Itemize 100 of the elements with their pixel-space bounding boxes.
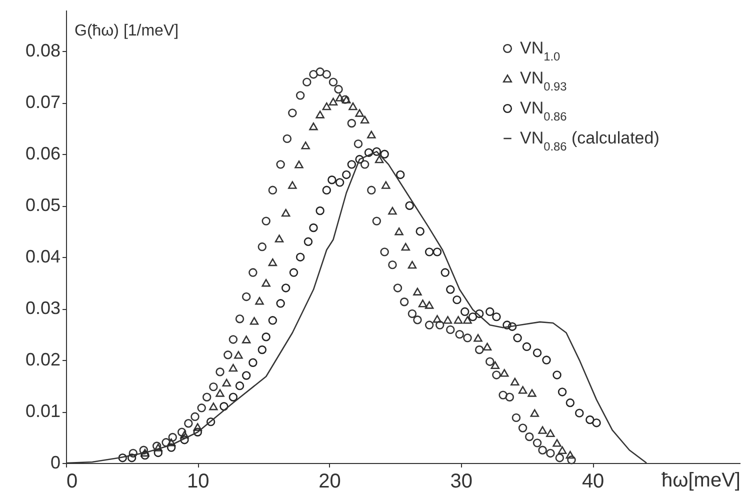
- point: [197, 404, 206, 412]
- y-tick-label: 0.02: [25, 350, 60, 370]
- point: [184, 419, 193, 428]
- point: [190, 412, 200, 422]
- point: [446, 285, 455, 294]
- point: [490, 361, 500, 370]
- point: [566, 398, 575, 408]
- point: [532, 348, 542, 358]
- point: [309, 122, 318, 130]
- point: [258, 345, 267, 354]
- point: [522, 342, 532, 352]
- point: [228, 335, 238, 344]
- point: [382, 181, 390, 189]
- point: [408, 260, 417, 269]
- point: [180, 430, 189, 439]
- point: [355, 154, 364, 164]
- point: [416, 227, 424, 236]
- point: [301, 142, 310, 150]
- point: [575, 408, 584, 418]
- point: [510, 378, 520, 386]
- point: [512, 413, 521, 422]
- point: [216, 389, 224, 397]
- point: [281, 208, 290, 217]
- point: [209, 402, 218, 410]
- legend-label: VN$_{0.86}$ (calculated): [520, 128, 660, 154]
- point: [538, 426, 547, 434]
- point: [139, 446, 148, 454]
- point: [440, 268, 450, 277]
- point: [262, 278, 270, 287]
- point: [206, 417, 216, 426]
- point: [224, 350, 232, 360]
- point: [424, 301, 434, 309]
- point: [396, 170, 405, 180]
- point: [242, 292, 251, 302]
- legend-label: VN$_{1.0}$: [520, 38, 561, 64]
- point: [276, 160, 285, 169]
- point: [424, 320, 434, 330]
- point: [452, 295, 462, 304]
- point: [474, 309, 484, 318]
- legend-label: VN$_{0.86}$: [520, 98, 568, 124]
- point: [316, 67, 324, 76]
- point: [546, 429, 555, 438]
- point: [234, 351, 243, 359]
- x-tick-label: 10: [187, 470, 210, 492]
- point: [242, 336, 251, 344]
- point: [166, 443, 176, 452]
- point: [296, 252, 305, 262]
- point: [268, 186, 278, 195]
- point: [530, 409, 539, 417]
- point: [258, 242, 267, 252]
- point: [528, 389, 536, 397]
- point: [380, 248, 389, 256]
- point: [558, 446, 567, 454]
- point: [508, 322, 517, 331]
- point: [424, 248, 434, 256]
- point: [335, 178, 344, 187]
- point: [498, 390, 508, 400]
- point: [235, 381, 244, 390]
- point: [250, 317, 259, 325]
- point: [216, 368, 224, 376]
- x-axis-title: ħω[meV]: [662, 470, 740, 492]
- point: [380, 150, 389, 158]
- point: [372, 216, 382, 226]
- point: [248, 358, 258, 367]
- point: [262, 332, 270, 342]
- point: [592, 418, 601, 428]
- y-tick-label: 0.06: [25, 144, 60, 164]
- point: [388, 260, 397, 270]
- point: [302, 78, 312, 86]
- point: [255, 296, 264, 305]
- point: [474, 345, 484, 354]
- point: [400, 298, 409, 306]
- point: [388, 206, 397, 215]
- point: [322, 186, 332, 195]
- point: [393, 284, 402, 292]
- point: [347, 160, 356, 169]
- point: [372, 147, 382, 156]
- y-tick-label: 0: [50, 452, 60, 472]
- point: [289, 268, 298, 277]
- point: [262, 216, 270, 226]
- y-tick-label: 0.07: [25, 92, 60, 112]
- point: [460, 307, 470, 316]
- point: [486, 357, 494, 366]
- y-tick-label: 0.01: [25, 401, 60, 422]
- point: [228, 392, 238, 402]
- point: [408, 309, 417, 318]
- x-tick-label: 0: [66, 470, 78, 492]
- point: [347, 118, 356, 128]
- point: [228, 364, 238, 372]
- point: [401, 242, 410, 251]
- point: [288, 108, 297, 118]
- x-tick-label: 30: [450, 470, 473, 492]
- point: [328, 78, 338, 86]
- point: [374, 155, 384, 164]
- point: [168, 432, 177, 442]
- point: [177, 428, 186, 436]
- point: [152, 442, 162, 450]
- point: [525, 432, 534, 442]
- point: [328, 176, 336, 184]
- point: [367, 130, 376, 138]
